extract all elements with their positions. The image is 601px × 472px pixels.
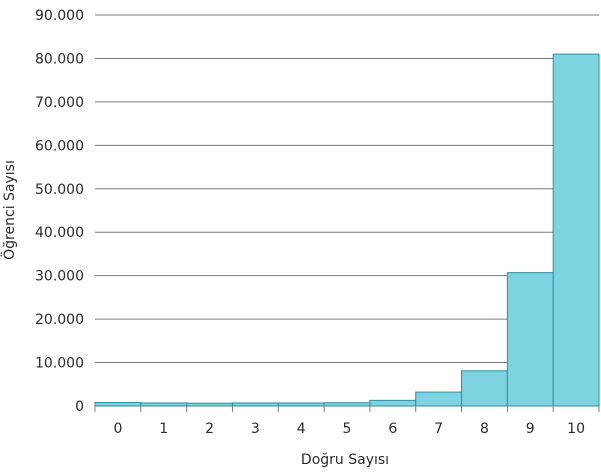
- x-tick-label: 3: [251, 421, 260, 437]
- y-axis-ticks: 0 10.000 20.000 30.000 40.000 50.000 60.000 70.…: [35, 8, 84, 415]
- bar-0: [94, 402, 142, 407]
- bar-8: [461, 370, 508, 407]
- y-tick-label: 90.000: [35, 8, 84, 24]
- x-tick-label: 8: [480, 421, 489, 437]
- y-tick-label: 70.000: [35, 95, 84, 111]
- x-tick-label: 5: [343, 421, 352, 437]
- bar-9: [506, 272, 554, 407]
- bar-10: [552, 53, 600, 407]
- x-tick-label: 0: [113, 421, 122, 437]
- bars: [94, 53, 600, 407]
- y-tick-label: 80.000: [35, 51, 84, 67]
- y-tick-label: 40.000: [35, 225, 84, 241]
- bar-7: [415, 391, 463, 407]
- bar-2: [186, 402, 233, 407]
- y-tick-label: 0: [75, 399, 84, 415]
- x-tick-label: 9: [526, 421, 535, 437]
- x-tick-label: 10: [567, 421, 585, 437]
- y-tick-label: 30.000: [35, 269, 84, 285]
- x-axis-title: Doğru Sayısı: [301, 452, 389, 468]
- y-tick-label: 10.000: [35, 356, 84, 372]
- bar-4: [277, 402, 325, 407]
- y-axis-title: Öğrenci Sayısı: [0, 160, 18, 260]
- bar-1: [140, 402, 188, 407]
- bar-5: [323, 402, 371, 407]
- x-tick-label: 4: [297, 421, 306, 437]
- bar-3: [231, 402, 279, 407]
- x-tick-label: 2: [205, 421, 214, 437]
- bar-6: [369, 399, 417, 407]
- x-tick-label: 7: [434, 421, 443, 437]
- y-tick-label: 50.000: [35, 182, 84, 198]
- x-axis-ticks: 0 1 2 3 4 5 6 7 8 9 10: [94, 406, 600, 437]
- x-tick-label: 1: [159, 421, 168, 437]
- y-tick-label: 60.000: [35, 138, 84, 154]
- x-tick-label: 6: [388, 421, 397, 437]
- y-tick-label: 20.000: [35, 312, 84, 328]
